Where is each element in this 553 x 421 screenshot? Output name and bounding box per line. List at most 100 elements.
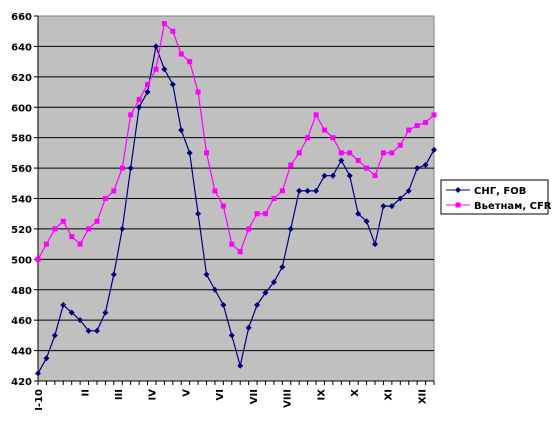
data-point <box>119 225 126 232</box>
data-point <box>414 165 421 172</box>
data-point <box>161 66 168 73</box>
data-point <box>237 249 243 255</box>
y-tick-label: 420 <box>11 377 32 388</box>
x-tick-label: IV <box>148 389 159 401</box>
data-point <box>220 301 227 308</box>
data-point <box>389 150 395 156</box>
x-tick-label: X <box>350 389 361 397</box>
legend-box <box>440 179 549 215</box>
data-point <box>195 210 202 217</box>
data-point <box>355 210 362 217</box>
data-point <box>102 309 109 316</box>
data-point <box>77 241 83 247</box>
data-point <box>279 263 286 270</box>
data-point <box>254 211 260 217</box>
x-axis: I-10 II III IV V VI VII VIII IX X XI XII <box>34 380 435 411</box>
data-point <box>388 203 395 210</box>
legend-marker-series-1 <box>455 187 461 193</box>
data-point <box>364 165 370 171</box>
x-tick-label: I-10 <box>34 389 45 411</box>
data-point <box>211 286 218 293</box>
data-point <box>35 370 41 377</box>
data-point <box>237 362 244 369</box>
data-point <box>406 127 412 133</box>
series-2 <box>35 21 437 262</box>
data-point <box>212 188 218 194</box>
data-point <box>431 112 437 118</box>
data-point <box>203 271 210 278</box>
y-tick-label: 500 <box>11 255 32 266</box>
data-point <box>363 218 370 225</box>
data-point <box>35 256 41 262</box>
x-tick-label: III <box>114 389 125 400</box>
data-point <box>152 43 159 50</box>
y-tick-label: 640 <box>11 42 32 53</box>
data-point <box>86 226 92 232</box>
series-line <box>37 44 435 374</box>
data-point <box>111 188 117 194</box>
series-group <box>35 21 437 377</box>
data-point <box>405 187 412 194</box>
data-point <box>110 271 117 278</box>
data-point <box>288 162 294 168</box>
data-point <box>60 218 66 224</box>
data-point <box>313 112 319 118</box>
data-point <box>305 135 311 141</box>
data-point <box>136 104 143 111</box>
y-tick-label: 480 <box>11 286 32 297</box>
data-point <box>69 234 75 240</box>
data-point <box>313 187 320 194</box>
data-point <box>68 309 75 316</box>
data-point <box>321 172 328 179</box>
data-point <box>329 172 336 179</box>
data-point <box>43 355 50 362</box>
data-point <box>161 21 167 27</box>
data-point <box>270 279 277 286</box>
x-tick-label: XI <box>384 389 395 400</box>
data-point <box>254 301 261 308</box>
data-point <box>170 28 176 34</box>
data-point <box>51 332 58 339</box>
y-tick-label: 460 <box>11 316 32 327</box>
data-point <box>287 225 294 232</box>
data-point <box>178 127 185 134</box>
data-point <box>136 97 142 103</box>
data-point <box>119 165 125 171</box>
data-point <box>271 196 277 201</box>
data-point <box>338 157 345 164</box>
data-point <box>372 241 379 248</box>
x-tick-label: XII <box>417 389 428 404</box>
data-point <box>229 241 235 247</box>
data-point <box>397 195 404 202</box>
data-point <box>60 301 67 308</box>
x-tick-label: VIII <box>283 389 294 408</box>
legend-label-series-2: Вьетнам, CFR <box>474 201 552 212</box>
data-point <box>346 172 353 179</box>
data-point <box>246 226 252 232</box>
data-point <box>94 218 100 224</box>
series-1 <box>35 43 437 377</box>
data-point <box>77 317 84 324</box>
data-point <box>52 226 58 232</box>
data-point <box>144 89 151 96</box>
data-point <box>102 196 108 201</box>
data-point <box>296 150 302 156</box>
data-point <box>43 241 49 247</box>
data-point <box>187 59 193 65</box>
data-point <box>304 187 311 194</box>
data-point <box>145 81 151 87</box>
x-tick-label: V <box>181 389 192 397</box>
x-tick-label: II <box>80 389 91 396</box>
y-tick-label: 620 <box>11 73 32 84</box>
data-point <box>204 150 210 156</box>
data-point <box>93 327 100 334</box>
data-point <box>423 119 429 125</box>
data-point <box>380 150 386 156</box>
data-point <box>153 66 159 72</box>
y-tick-label: 440 <box>11 347 32 358</box>
data-point <box>85 327 92 334</box>
data-point <box>422 162 429 169</box>
data-point <box>245 324 252 331</box>
